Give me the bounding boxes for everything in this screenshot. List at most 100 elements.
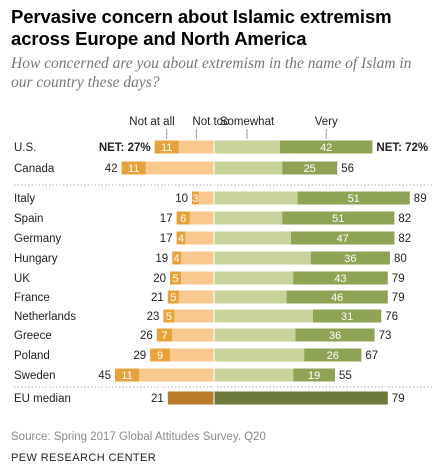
net-not-label-eu-median: 21	[151, 393, 164, 405]
net-concerned-label-eu-median: 79	[392, 393, 405, 405]
bar-not-too-germany	[185, 231, 214, 245]
value-not-at-all-netherlands: 5	[166, 311, 172, 323]
net-concerned-label-germany: 82	[398, 233, 411, 245]
bar-not-too-spain	[189, 211, 214, 225]
value-not-at-all-uk: 5	[172, 273, 178, 285]
value-very-netherlands: 31	[341, 311, 353, 323]
bar-somewhat-france	[214, 290, 287, 304]
net-not-label-greece: 26	[140, 330, 153, 342]
bar-not-too-netherlands	[174, 309, 214, 323]
value-very-spain: 51	[332, 213, 344, 225]
net-concerned-label-hungary: 80	[394, 253, 407, 265]
value-not-at-all-france: 5	[170, 292, 176, 304]
bar-somewhat-poland	[214, 348, 305, 362]
row-label-france: France	[14, 292, 50, 304]
bar-not-at-all-hungary	[172, 251, 181, 265]
bar-not-too-greece	[172, 328, 214, 342]
value-not-at-all-spain: 6	[180, 213, 186, 225]
value-very-germany: 47	[337, 233, 349, 245]
row-label-sweden: Sweden	[14, 370, 56, 382]
net-concerned-label-uk: 79	[392, 273, 405, 285]
bar-not-at-all-canada	[121, 161, 146, 175]
bar-not-too-canada	[145, 161, 214, 175]
bar-somewhat-canada	[214, 161, 283, 175]
bar-not-at-all-poland	[150, 348, 170, 362]
bar-somewhat-spain	[214, 211, 283, 225]
bar-very-netherlands	[313, 309, 382, 323]
value-not-at-all-italy: 3	[192, 193, 198, 205]
net-concerned-label-greece: 73	[379, 330, 392, 342]
bar-very-sweden	[293, 368, 335, 382]
brand-name: PEW RESEARCH CENTER	[11, 452, 157, 464]
row-label-canada: Canada	[14, 163, 55, 175]
bar-not-too-sweden	[139, 368, 214, 382]
value-very-canada: 25	[304, 163, 316, 175]
net-not-label-italy: 10	[175, 193, 188, 205]
row-label-u-s: U.S.	[14, 142, 36, 154]
legend-not-too: Not too	[192, 116, 229, 128]
net-not-label-poland: 29	[133, 350, 146, 362]
bar-eu-median-concerned	[214, 391, 388, 405]
net-not-label-germany: 17	[160, 233, 173, 245]
value-very-uk: 43	[334, 273, 346, 285]
value-very-sweden: 19	[308, 370, 320, 382]
value-very-france: 46	[331, 292, 343, 304]
bar-very-uk	[293, 271, 388, 285]
value-not-at-all-greece: 7	[161, 330, 167, 342]
bar-somewhat-u-s	[214, 140, 280, 154]
net-concerned-label-poland: 67	[365, 350, 378, 362]
value-very-poland: 26	[327, 350, 339, 362]
net-not-label-u-s: NET: 27%	[99, 142, 151, 154]
net-not-label-hungary: 19	[155, 253, 168, 265]
net-not-label-spain: 17	[160, 213, 173, 225]
bar-not-at-all-italy	[192, 191, 199, 205]
bar-not-at-all-greece	[156, 328, 173, 342]
value-very-greece: 36	[329, 330, 341, 342]
bar-very-canada	[282, 161, 338, 175]
legend-not-at-all: Not at all	[129, 116, 174, 128]
bar-not-at-all-spain	[176, 211, 190, 225]
net-concerned-label-sweden: 55	[339, 370, 352, 382]
bar-not-at-all-sweden	[115, 368, 140, 382]
bar-very-poland	[304, 348, 362, 362]
bar-somewhat-netherlands	[214, 309, 313, 323]
bar-somewhat-hungary	[214, 251, 311, 265]
bar-not-at-all-france	[167, 290, 179, 304]
net-concerned-label-canada: 56	[341, 163, 354, 175]
bar-not-at-all-germany	[176, 231, 186, 245]
bar-very-hungary	[310, 251, 390, 265]
net-not-label-sweden: 45	[98, 370, 111, 382]
value-very-italy: 51	[348, 193, 360, 205]
bar-not-too-italy	[198, 191, 214, 205]
bar-not-at-all-netherlands	[163, 309, 175, 323]
row-label-uk: UK	[14, 273, 30, 285]
source-note: Source: Spring 2017 Global Attitudes Sur…	[11, 431, 266, 443]
value-not-at-all-poland: 9	[157, 350, 163, 362]
net-concerned-label-netherlands: 76	[385, 311, 398, 323]
row-label-italy: Italy	[14, 193, 35, 205]
bar-not-too-france	[178, 290, 214, 304]
legend-somewhat: Somewhat	[220, 116, 275, 128]
net-concerned-label-france: 79	[392, 292, 405, 304]
net-not-label-uk: 20	[153, 273, 166, 285]
bar-not-at-all-u-s	[154, 140, 179, 154]
row-label-germany: Germany	[14, 233, 62, 245]
bar-very-germany	[291, 231, 395, 245]
bar-very-spain	[282, 211, 395, 225]
chart-subtitle: How concerned are you about extremism in…	[11, 55, 412, 91]
bar-somewhat-italy	[214, 191, 298, 205]
value-very-u-s: 42	[320, 142, 332, 154]
net-not-label-france: 21	[151, 292, 164, 304]
net-not-label-netherlands: 23	[147, 311, 160, 323]
value-not-at-all-sweden: 11	[121, 370, 132, 382]
net-not-label-canada: 42	[105, 163, 118, 175]
bar-somewhat-sweden	[214, 368, 294, 382]
row-label-spain: Spain	[14, 213, 43, 225]
value-not-at-all-hungary: 4	[174, 253, 180, 265]
row-label-poland: Poland	[14, 350, 50, 362]
row-label-greece: Greece	[14, 330, 52, 342]
net-concerned-label-italy: 89	[414, 193, 427, 205]
row-label-netherlands: Netherlands	[14, 311, 76, 323]
bar-very-italy	[297, 191, 410, 205]
